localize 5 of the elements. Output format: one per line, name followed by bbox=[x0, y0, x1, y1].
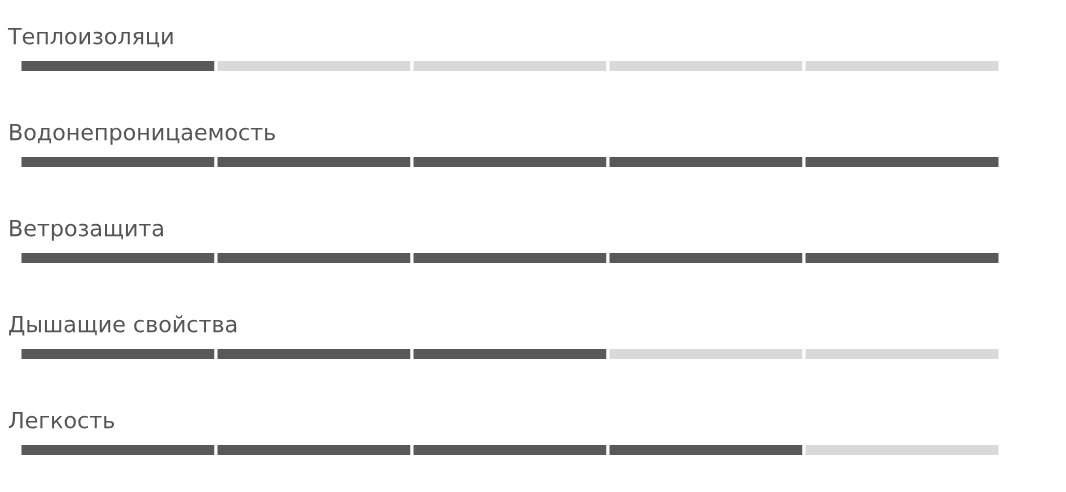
y-tick-label: Легкость bbox=[8, 411, 115, 429]
y-tick-label: Ветрозащита bbox=[10, 219, 163, 241]
y-tick-label: Дышащие свойства bbox=[9, 315, 237, 336]
y-tick-label: Водонепроницаемость bbox=[10, 123, 275, 145]
y-tick-label: Теплоизоляци bbox=[7, 27, 173, 48]
